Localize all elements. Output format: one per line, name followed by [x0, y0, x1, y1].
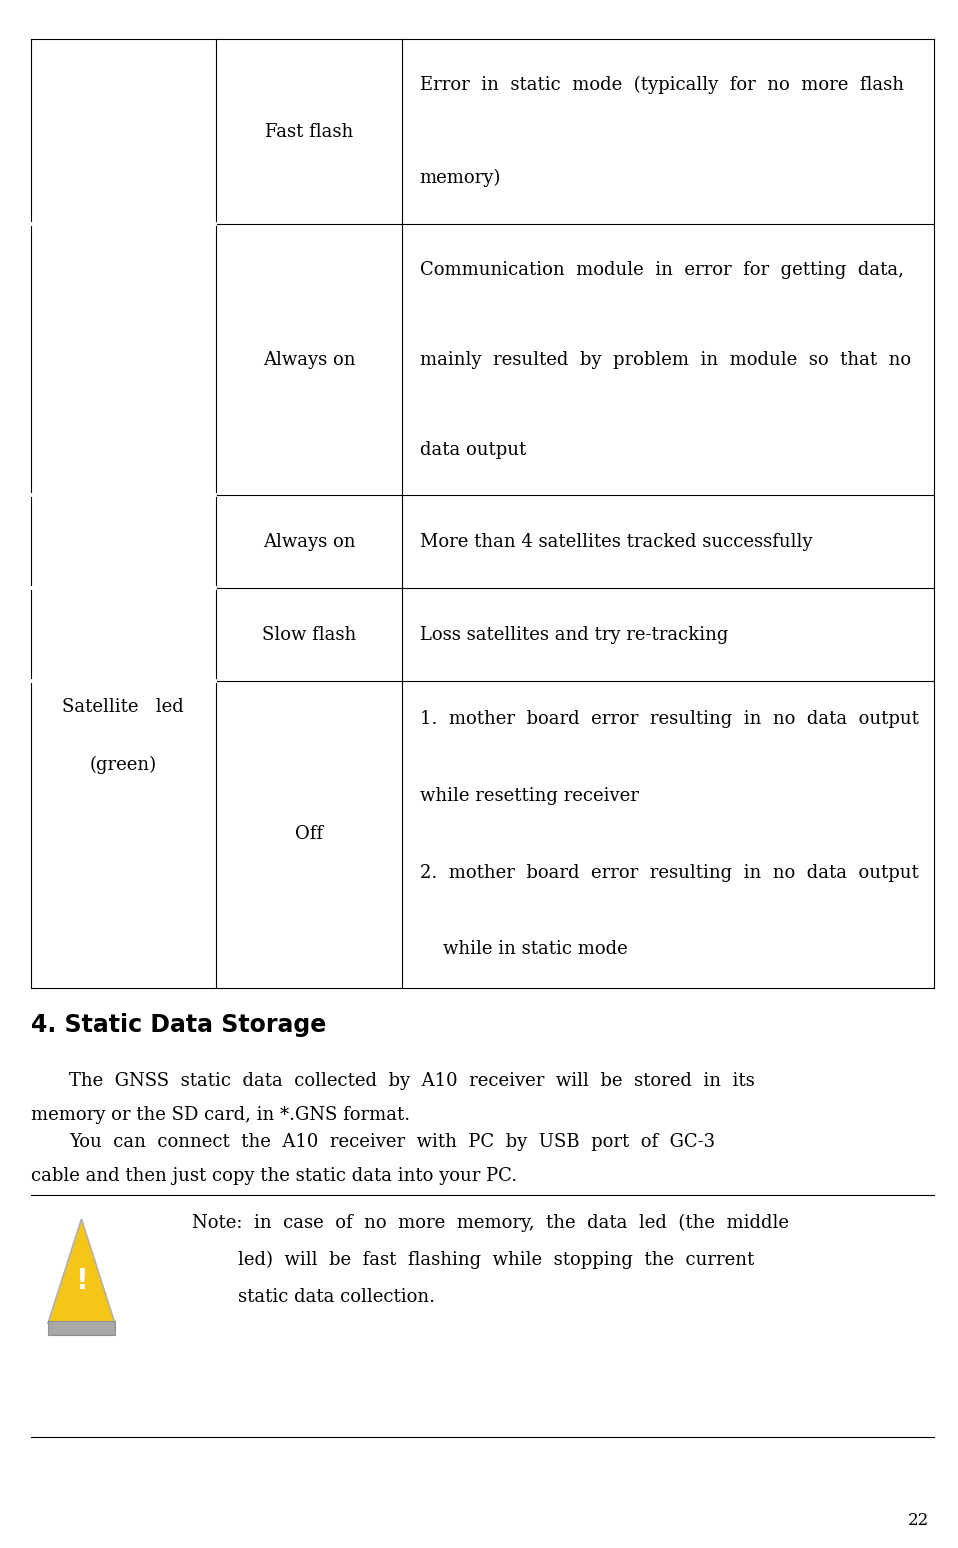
Text: while in static mode: while in static mode — [420, 940, 627, 958]
Text: Slow flash: Slow flash — [262, 625, 356, 644]
Text: 2.  mother  board  error  resulting  in  no  data  output: 2. mother board error resulting in no da… — [420, 864, 919, 882]
Text: 22: 22 — [908, 1512, 929, 1528]
Text: Loss satellites and try re-tracking: Loss satellites and try re-tracking — [420, 625, 728, 644]
Text: mainly  resulted  by  problem  in  module  so  that  no: mainly resulted by problem in module so … — [420, 351, 911, 368]
Polygon shape — [48, 1220, 115, 1324]
Text: !: ! — [75, 1266, 88, 1296]
Text: (green): (green) — [89, 755, 157, 774]
Text: Off: Off — [295, 825, 323, 844]
Text: Error  in  static  mode  (typically  for  no  more  flash: Error in static mode (typically for no m… — [420, 76, 903, 94]
Text: 4. Static Data Storage: 4. Static Data Storage — [31, 1012, 326, 1037]
Text: The  GNSS  static  data  collected  by  A10  receiver  will  be  stored  in  its: The GNSS static data collected by A10 re… — [69, 1071, 755, 1090]
Text: Communication  module  in  error  for  getting  data,: Communication module in error for gettin… — [420, 260, 903, 279]
Text: You  can  connect  the  A10  receiver  with  PC  by  USB  port  of  GC-3: You can connect the A10 receiver with PC… — [69, 1133, 715, 1152]
Text: Always on: Always on — [262, 533, 355, 551]
Text: data output: data output — [420, 441, 526, 460]
Text: cable and then just copy the static data into your PC.: cable and then just copy the static data… — [31, 1167, 516, 1186]
Text: Note:  in  case  of  no  more  memory,  the  data  led  (the  middle: Note: in case of no more memory, the dat… — [192, 1214, 788, 1232]
Text: static data collection.: static data collection. — [192, 1288, 435, 1307]
Text: Fast flash: Fast flash — [264, 122, 354, 141]
Text: 1.  mother  board  error  resulting  in  no  data  output: 1. mother board error resulting in no da… — [420, 711, 919, 729]
Text: while resetting receiver: while resetting receiver — [420, 786, 638, 805]
Text: led)  will  be  fast  flashing  while  stopping  the  current: led) will be fast flashing while stoppin… — [192, 1251, 754, 1269]
Text: memory or the SD card, in *.GNS format.: memory or the SD card, in *.GNS format. — [31, 1105, 410, 1124]
Bar — [48, 1322, 115, 1334]
Text: More than 4 satellites tracked successfully: More than 4 satellites tracked successfu… — [420, 533, 812, 551]
Text: memory): memory) — [420, 169, 501, 187]
Text: Satellite   led: Satellite led — [62, 698, 184, 717]
Text: Always on: Always on — [262, 351, 355, 368]
